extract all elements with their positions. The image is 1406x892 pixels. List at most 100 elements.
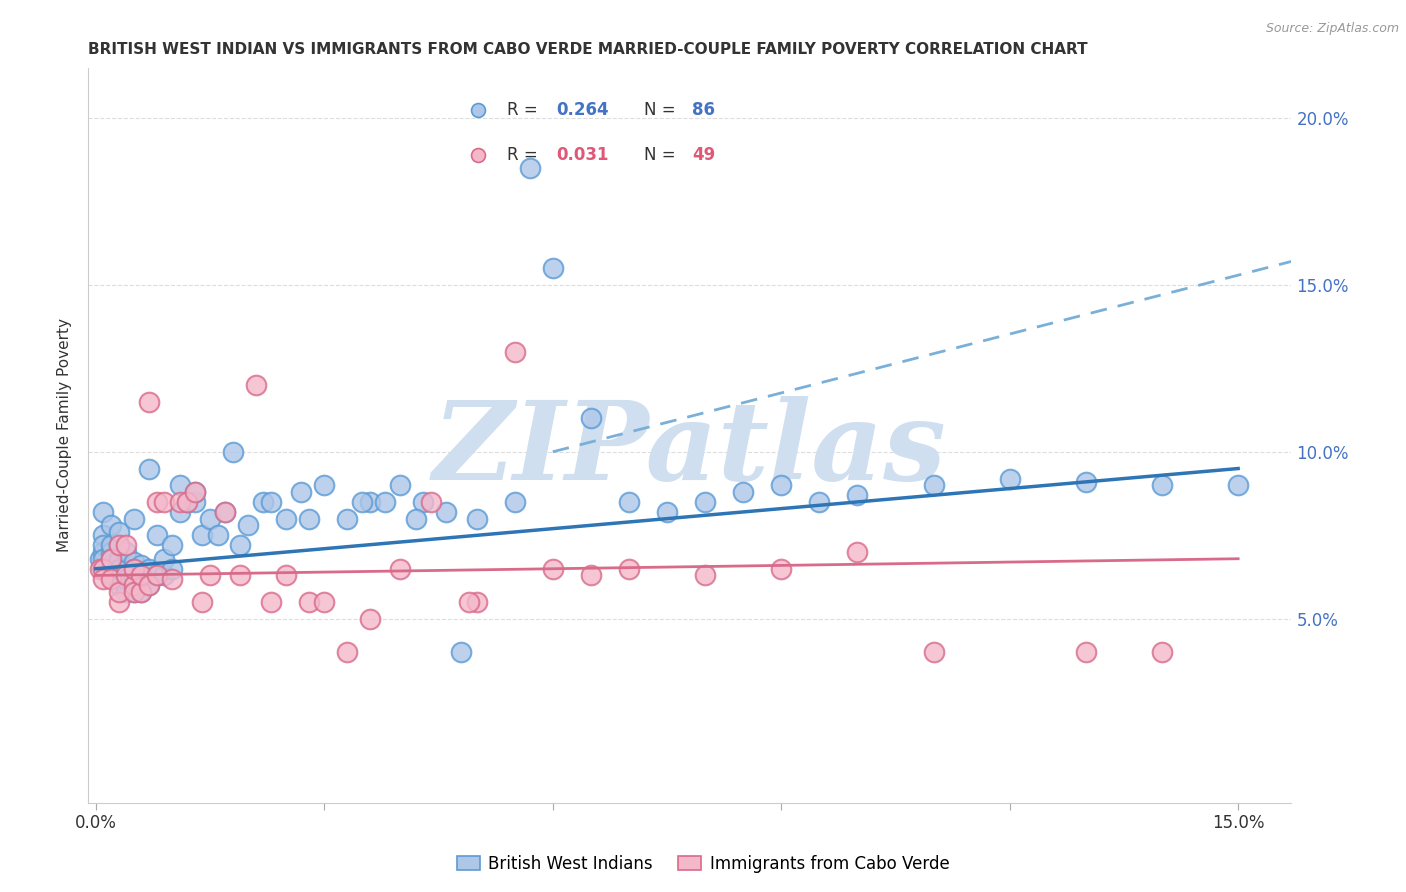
Point [153, 495, 176, 509]
Point [1074, 475, 1097, 489]
Point [252, 495, 274, 509]
Point [160, 562, 183, 576]
Point [693, 568, 716, 582]
Point [655, 505, 678, 519]
Point [276, 511, 298, 525]
Point [229, 538, 252, 552]
Point [458, 595, 481, 609]
Point [169, 495, 191, 509]
Point [122, 572, 145, 586]
Point [359, 612, 381, 626]
Point [115, 578, 138, 592]
Point [93, 572, 115, 586]
Point [100, 572, 122, 586]
Point [115, 562, 138, 576]
Point [115, 545, 138, 559]
Point [1150, 478, 1173, 492]
Point [229, 568, 252, 582]
Point [100, 551, 122, 566]
Point [198, 568, 221, 582]
Point [236, 518, 259, 533]
Point [122, 562, 145, 576]
Point [122, 578, 145, 592]
Point [314, 595, 336, 609]
Point [336, 511, 359, 525]
Point [198, 511, 221, 525]
Point [138, 562, 160, 576]
Point [115, 568, 138, 582]
Point [359, 495, 381, 509]
Point [276, 568, 298, 582]
Point [131, 585, 153, 599]
Point [503, 495, 526, 509]
Point [153, 551, 176, 566]
Point [93, 562, 115, 576]
Point [160, 538, 183, 552]
Point [298, 595, 321, 609]
Point [1227, 478, 1250, 492]
Point [222, 445, 245, 459]
Point [100, 562, 122, 576]
Point [100, 568, 122, 582]
Point [260, 595, 283, 609]
Point [107, 595, 129, 609]
Point [169, 505, 191, 519]
Point [176, 495, 198, 509]
Point [191, 528, 214, 542]
Point [579, 411, 602, 425]
Point [93, 551, 115, 566]
Point [100, 518, 122, 533]
Point [138, 394, 160, 409]
Point [115, 572, 138, 586]
Point [214, 505, 236, 519]
Point [770, 478, 793, 492]
Point [100, 538, 122, 552]
Point [122, 585, 145, 599]
Point [922, 645, 945, 659]
Point [298, 511, 321, 525]
Text: BRITISH WEST INDIAN VS IMMIGRANTS FROM CABO VERDE MARRIED-COUPLE FAMILY POVERTY : BRITISH WEST INDIAN VS IMMIGRANTS FROM C… [89, 42, 1088, 57]
Point [93, 562, 115, 576]
Point [184, 484, 207, 499]
Point [290, 484, 312, 499]
Point [207, 528, 229, 542]
Point [465, 511, 488, 525]
Point [107, 578, 129, 592]
Point [122, 511, 145, 525]
Point [131, 585, 153, 599]
Point [419, 495, 441, 509]
Point [145, 568, 167, 582]
Point [214, 505, 236, 519]
Point [93, 545, 115, 559]
Point [314, 478, 336, 492]
Point [434, 505, 457, 519]
Point [770, 562, 793, 576]
Point [412, 495, 434, 509]
Point [733, 484, 755, 499]
Point [184, 484, 207, 499]
Point [260, 495, 283, 509]
Point [100, 545, 122, 559]
Point [617, 495, 640, 509]
Point [107, 551, 129, 566]
Point [519, 161, 541, 175]
Point [846, 545, 869, 559]
Point [145, 528, 167, 542]
Point [922, 478, 945, 492]
Point [138, 578, 160, 592]
Text: Source: ZipAtlas.com: Source: ZipAtlas.com [1265, 22, 1399, 36]
Point [169, 478, 191, 492]
Point [846, 488, 869, 502]
Text: ZIPatlas: ZIPatlas [433, 396, 946, 504]
Point [93, 505, 115, 519]
Point [122, 585, 145, 599]
Point [160, 572, 183, 586]
Point [579, 568, 602, 582]
Point [138, 578, 160, 592]
Point [184, 495, 207, 509]
Point [693, 495, 716, 509]
Point [191, 595, 214, 609]
Point [176, 495, 198, 509]
Point [131, 558, 153, 573]
Point [107, 538, 129, 552]
